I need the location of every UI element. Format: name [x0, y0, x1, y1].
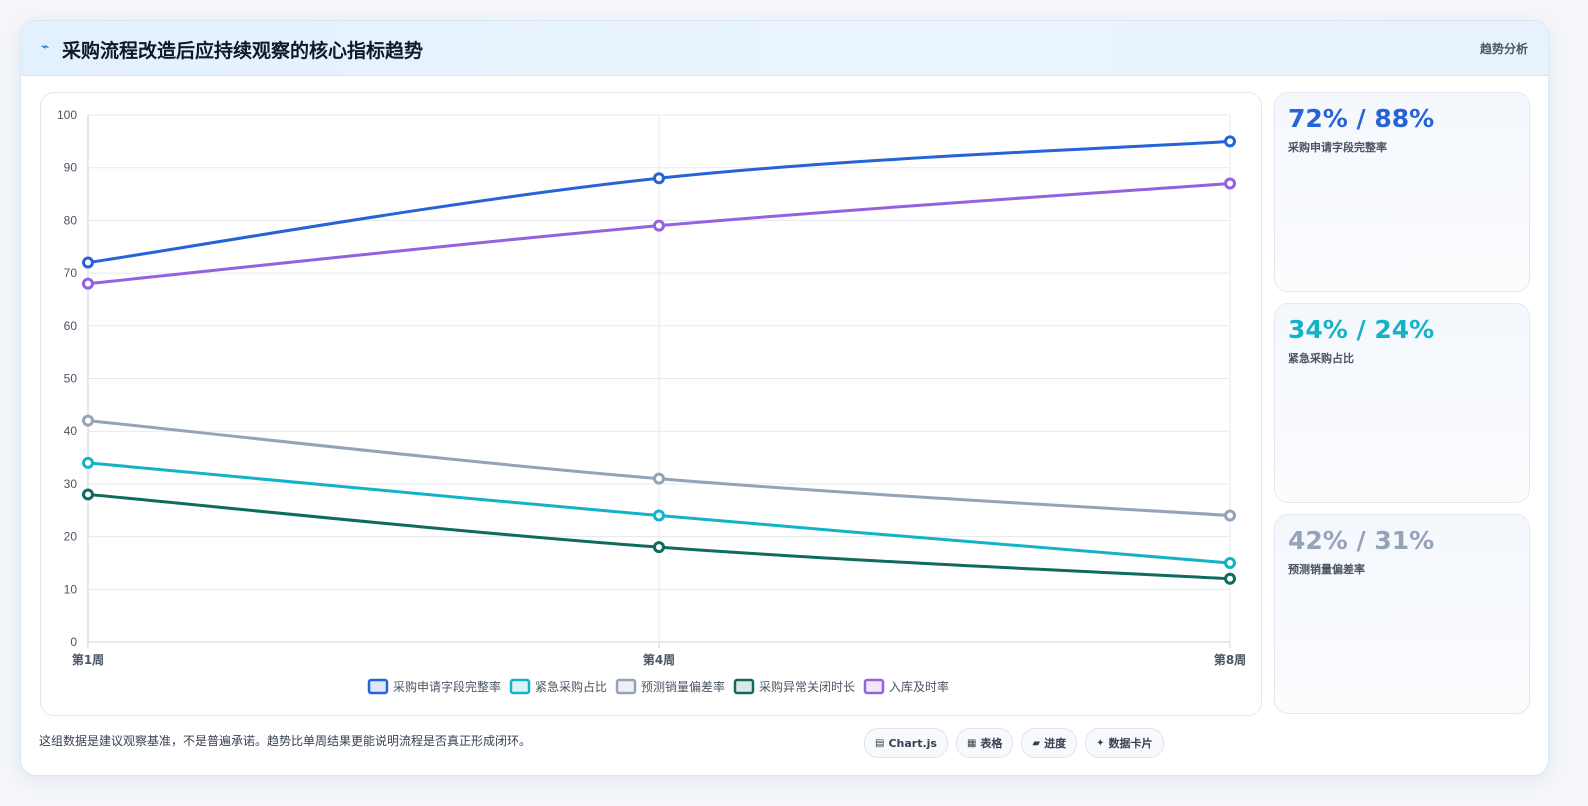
pill-label: 进度 [1044, 737, 1067, 750]
stat-value: 42% / 31% [1288, 526, 1435, 555]
stat-label: 采购申请字段完整率 [1288, 141, 1387, 154]
data-point [1224, 572, 1236, 585]
pill-data-card[interactable]: ✦ 数据卡片 [1085, 728, 1164, 758]
legend-swatch [509, 678, 531, 695]
view-switcher: ▤ Chart.js ▦ 表格 ▰ 进度 ✦ 数据卡片 [864, 728, 1164, 758]
y-tick-label: 20 [64, 530, 78, 544]
y-tick-label: 70 [64, 266, 78, 280]
stat-card-completeness: 72% / 88% 采购申请字段完整率 [1274, 92, 1530, 292]
page-title: 采购流程改造后应持续观察的核心指标趋势 [62, 40, 424, 62]
data-point [1224, 135, 1236, 148]
card-header: ⌁ 采购流程改造后应持续观察的核心指标趋势 趋势分析 [21, 21, 1548, 76]
legend-label: 预测销量偏差率 [641, 679, 725, 694]
y-tick-label: 100 [57, 108, 77, 122]
pill-label: 数据卡片 [1108, 737, 1153, 750]
line-chart: 0 10 20 30 40 50 60 70 80 90 100 第1周 第4周 第8周采购申请字段完整率… [57, 108, 1246, 695]
data-point [653, 172, 665, 185]
data-point [653, 472, 665, 485]
y-tick-label: 40 [64, 424, 78, 438]
stat-label: 紧急采购占比 [1288, 352, 1354, 365]
legend-swatch [367, 678, 389, 695]
y-tick-label: 30 [64, 477, 78, 491]
data-point [1224, 177, 1236, 190]
data-point [653, 509, 665, 522]
stat-card-urgent: 34% / 24% 紧急采购占比 [1274, 303, 1530, 503]
lightning-icon: ⌁ [41, 39, 50, 55]
legend-label: 紧急采购占比 [535, 679, 607, 694]
pill-label: Chart.js [888, 736, 937, 750]
data-point [82, 414, 94, 427]
y-tick-label: 50 [64, 372, 78, 386]
chart-panel: 0 10 20 30 40 50 60 70 80 90 100 第1周 第4周 第8周采购申请字段完整率… [40, 92, 1262, 716]
x-tick-label: 第8周 [1214, 652, 1246, 667]
legend-label: 采购异常关闭时长 [759, 679, 855, 694]
x-tick-label: 第1周 [72, 652, 104, 667]
data-point [82, 456, 94, 469]
card-icon: ✦ [1096, 737, 1105, 749]
data-point [82, 488, 94, 501]
y-tick-label: 0 [70, 635, 77, 649]
y-tick-label: 60 [64, 319, 78, 333]
stat-label: 预测销量偏差率 [1288, 563, 1365, 576]
stat-value: 34% / 24% [1288, 315, 1435, 344]
pill-table[interactable]: ▦ 表格 [955, 728, 1014, 758]
y-tick-label: 90 [64, 161, 78, 175]
data-point [82, 277, 94, 290]
data-point [1224, 509, 1236, 522]
table-icon: ▦ [966, 737, 977, 749]
stat-card-forecast: 42% / 31% 预测销量偏差率 [1274, 514, 1530, 714]
metrics-card: ⌁ 采购流程改造后应持续观察的核心指标趋势 趋势分析 0 10 20 30 40 50 60… [20, 20, 1549, 776]
legend-swatch [615, 678, 637, 695]
data-point [1224, 556, 1236, 569]
pill-label: 表格 [980, 737, 1003, 750]
footer-note: 这组数据是建议观察基准，不是普遍承诺。趋势比单周结果更能说明流程是否真正形成闭环… [39, 734, 532, 748]
stat-value: 72% / 88% [1288, 104, 1435, 133]
data-point [653, 541, 665, 554]
progress-icon: ▰ [1032, 737, 1041, 749]
legend-label: 采购申请字段完整率 [393, 679, 501, 694]
data-point [82, 256, 94, 269]
trend-analysis-tag: 趋势分析 [1479, 42, 1528, 56]
legend-swatch [733, 678, 755, 695]
pill-progress[interactable]: ▰ 进度 [1021, 728, 1078, 758]
x-tick-label: 第4周 [643, 652, 675, 667]
y-tick-label: 80 [64, 213, 78, 227]
legend-label: 入库及时率 [889, 679, 949, 694]
chart-icon: ▤ [875, 737, 885, 749]
pill-chartjs[interactable]: ▤ Chart.js [864, 728, 948, 758]
legend-swatch [863, 678, 885, 695]
y-tick-label: 10 [64, 582, 78, 596]
data-point [653, 219, 665, 232]
